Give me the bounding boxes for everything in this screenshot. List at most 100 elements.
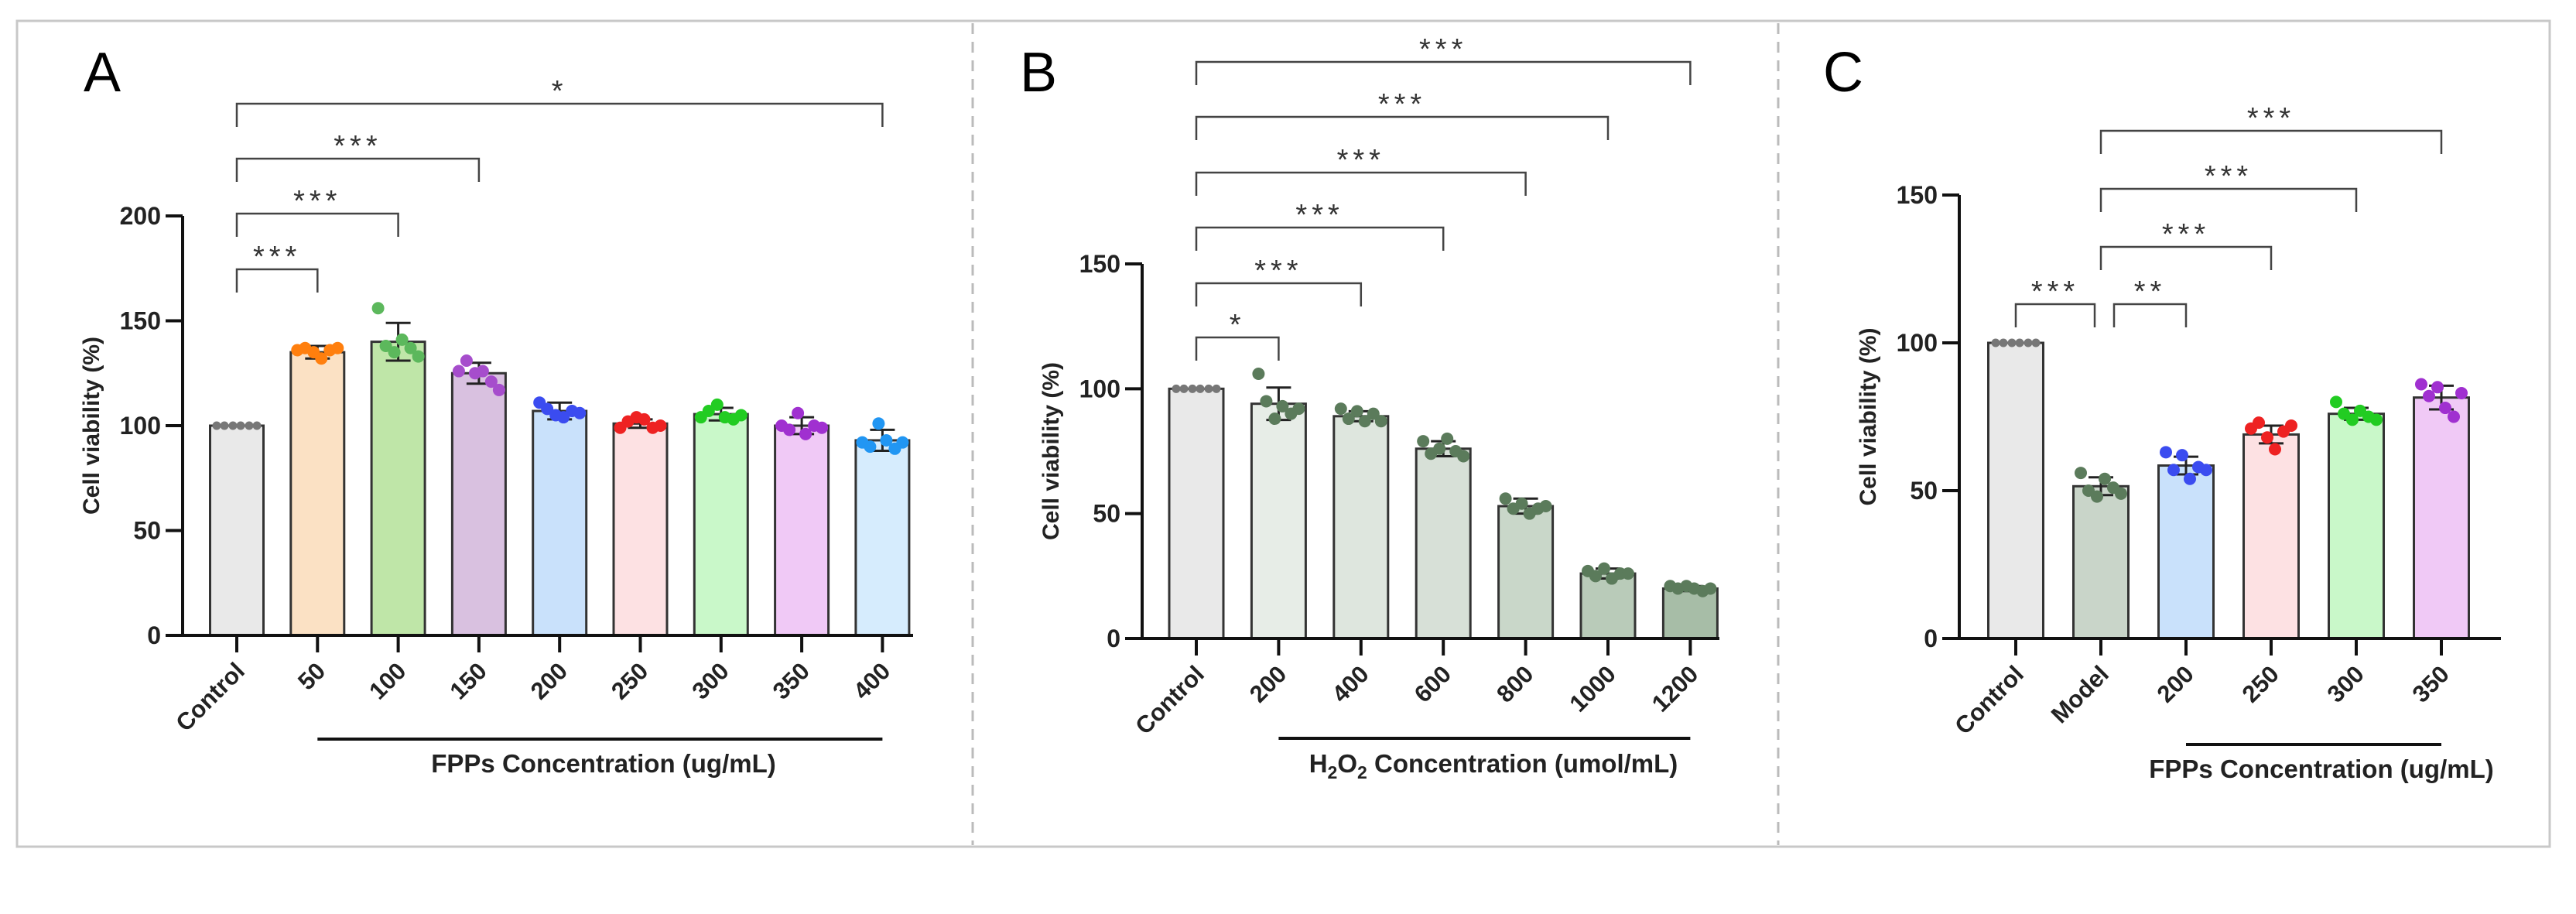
bar-250 [612, 422, 669, 637]
data-point [880, 433, 893, 447]
data-point [2261, 431, 2273, 444]
bar-1200 [1661, 587, 1719, 640]
data-point [1268, 412, 1281, 426]
significance-bracket [1195, 115, 1610, 140]
data-point [2415, 378, 2427, 391]
data-point [2075, 467, 2087, 480]
panel-label: B [1020, 42, 1057, 104]
bar-350 [774, 424, 830, 637]
significance-bracket [2112, 303, 2188, 327]
bar-100 [370, 341, 426, 637]
y-tick-label: 50 [1093, 500, 1120, 528]
data-point [1260, 395, 1273, 408]
data-point [2439, 402, 2451, 415]
data-point [2370, 413, 2383, 426]
bar-control [209, 424, 265, 637]
data-point [388, 346, 401, 359]
data-point [460, 354, 473, 367]
data-point [1334, 402, 1347, 416]
bar-400 [854, 439, 911, 637]
data-point [220, 421, 229, 430]
significance-bracket [2099, 187, 2358, 212]
data-point [2007, 338, 2017, 347]
y-tick-label: 150 [1897, 181, 1938, 209]
data-point [2099, 472, 2111, 485]
data-point [2253, 416, 2265, 430]
bar-400 [1332, 415, 1390, 640]
bar-300 [693, 412, 749, 637]
significance-bracket [1195, 171, 1527, 196]
significance-label: *** [2162, 218, 2210, 251]
data-point [1212, 384, 1221, 393]
significance-label: ** [2134, 276, 2167, 308]
significance-label: * [1230, 309, 1246, 341]
data-point [2269, 443, 2281, 456]
bar-model [2072, 484, 2130, 640]
data-point [710, 398, 724, 411]
significance-label: *** [2205, 160, 2253, 193]
data-point [2176, 449, 2188, 462]
significance-bracket [1195, 226, 1445, 251]
data-point [734, 409, 747, 422]
data-point [379, 340, 392, 353]
data-point [792, 406, 805, 419]
data-point [654, 419, 667, 432]
bar-300 [2328, 412, 2385, 640]
data-point [2160, 446, 2172, 459]
significance-bracket [235, 102, 884, 127]
y-tick-label: 150 [1079, 250, 1120, 278]
y-axis-title: Cell viability (%) [1856, 327, 1881, 505]
data-point [331, 341, 344, 354]
data-point [1292, 402, 1305, 416]
data-point [2346, 413, 2359, 426]
data-point [228, 421, 238, 430]
x-axis-title-part: Concentration (umol/mL) [1367, 749, 1678, 778]
data-point [1515, 497, 1528, 510]
data-point [1999, 338, 2008, 347]
data-point [1179, 384, 1189, 393]
data-point [1172, 384, 1181, 393]
data-point [2024, 338, 2033, 347]
data-point [1417, 435, 1430, 448]
data-point [1991, 338, 2000, 347]
x-axis-title-part: O [1337, 749, 1357, 778]
y-tick-label: 0 [147, 621, 161, 649]
significance-label: * [552, 75, 568, 108]
data-point [872, 417, 885, 430]
x-axis-title: FPPs Concentration (ug/mL) [2149, 755, 2494, 783]
data-point [816, 421, 829, 434]
data-point [557, 411, 570, 424]
y-tick-label: 100 [120, 412, 161, 440]
data-point [252, 421, 262, 430]
data-point [2167, 464, 2180, 477]
significance-label: *** [1337, 144, 1385, 176]
data-point [1342, 412, 1355, 426]
significance-label: *** [293, 185, 341, 217]
y-tick-label: 100 [1079, 375, 1120, 402]
bar-200 [2157, 464, 2215, 640]
significance-bracket [2099, 129, 2443, 154]
significance-bracket [235, 268, 319, 293]
data-point [2115, 487, 2127, 500]
data-point [783, 423, 796, 436]
bar-50 [289, 351, 346, 637]
data-point [864, 440, 877, 454]
data-point [1196, 384, 1205, 393]
data-point [2431, 381, 2444, 394]
significance-label: *** [1295, 199, 1343, 231]
data-point [2184, 472, 2196, 485]
data-point [896, 436, 909, 449]
x-axis-title-part: 2 [1328, 762, 1338, 782]
data-point [371, 302, 385, 315]
significance-label: *** [253, 241, 301, 273]
data-point [1358, 415, 1371, 428]
data-point [702, 405, 715, 418]
data-point [484, 375, 498, 389]
data-point [315, 352, 328, 365]
y-tick-label: 150 [120, 307, 161, 335]
y-tick-label: 0 [1107, 625, 1120, 652]
x-axis-title: FPPs Concentration (ug/mL) [431, 749, 776, 778]
significance-bracket [1195, 60, 1692, 85]
data-point [2423, 389, 2435, 402]
